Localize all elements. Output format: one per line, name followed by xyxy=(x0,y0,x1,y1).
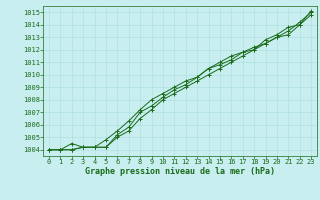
X-axis label: Graphe pression niveau de la mer (hPa): Graphe pression niveau de la mer (hPa) xyxy=(85,167,275,176)
